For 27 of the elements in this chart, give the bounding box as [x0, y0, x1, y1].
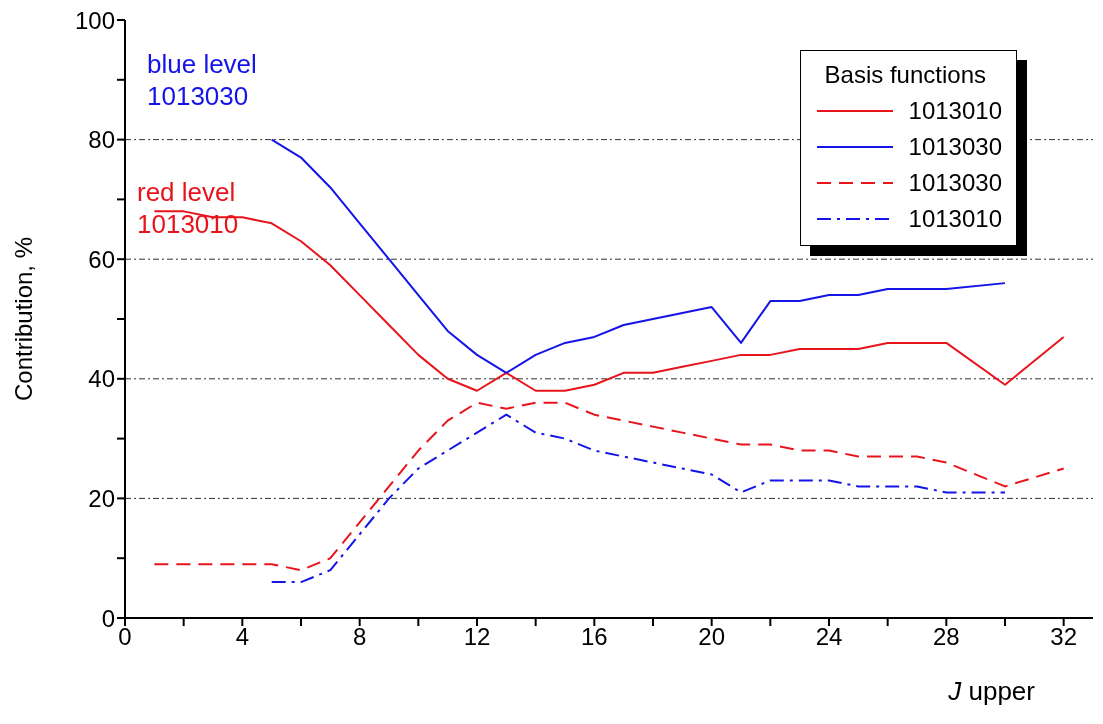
y-tick-label: 0	[101, 604, 115, 632]
annotation: blue level 1013030	[147, 48, 257, 112]
line-series	[270, 413, 1006, 584]
annotation: red level 1013010	[137, 176, 239, 240]
x-tick-label: 28	[932, 623, 960, 651]
x-tick-label: 4	[235, 623, 250, 651]
x-tick-label: 0	[118, 623, 132, 651]
x-tick-label: 24	[815, 623, 843, 651]
y-tick-label: 60	[88, 245, 115, 273]
y-tick-label: 20	[88, 484, 115, 512]
x-tick-label: 20	[698, 623, 726, 651]
legend-label: 1013010	[908, 97, 1002, 125]
x-tick-label: 8	[352, 623, 367, 651]
x-tick-label: 16	[580, 623, 608, 651]
x-tick-label: 32	[1050, 623, 1078, 651]
legend-label: 1013010	[908, 205, 1002, 233]
x-tick-label: 12	[463, 623, 491, 651]
y-tick-label: 40	[88, 365, 115, 393]
legend-label: 1013030	[908, 169, 1002, 197]
x-axis-title: J upper	[948, 676, 1035, 707]
y-tick-label: 80	[88, 126, 115, 154]
legend-label: 1013030	[908, 133, 1002, 161]
line-series	[270, 138, 1006, 374]
y-axis-title: Contribution, %	[9, 236, 37, 402]
legend-title: Basis functions	[823, 61, 987, 89]
y-tick-label: 100	[74, 6, 115, 34]
line-series	[153, 401, 1065, 572]
